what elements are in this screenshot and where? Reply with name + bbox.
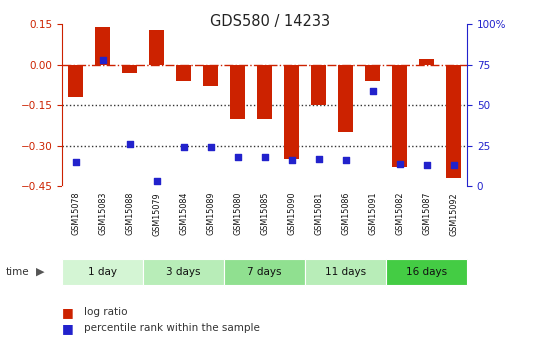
Bar [284, 65, 299, 159]
Point [260, 154, 269, 160]
Text: GSM15090: GSM15090 [287, 192, 296, 235]
Point [422, 162, 431, 168]
Bar [176, 65, 191, 81]
Text: ■: ■ [62, 306, 74, 319]
Bar [143, 259, 224, 285]
Point [341, 158, 350, 163]
Text: 16 days: 16 days [406, 267, 447, 277]
Bar [446, 65, 461, 178]
Text: log ratio: log ratio [84, 307, 127, 317]
Text: GSM15085: GSM15085 [260, 192, 269, 235]
Bar [311, 65, 326, 105]
Text: time: time [5, 267, 29, 277]
Bar [224, 259, 305, 285]
Point [368, 88, 377, 93]
Point [98, 57, 107, 62]
Text: GSM15084: GSM15084 [179, 192, 188, 235]
Point [152, 179, 161, 184]
Bar [257, 65, 272, 119]
Bar [419, 59, 434, 65]
Text: GSM15088: GSM15088 [125, 192, 134, 235]
Text: GSM15091: GSM15091 [368, 192, 377, 235]
Point [314, 156, 323, 161]
Bar [95, 27, 110, 65]
Text: 1 day: 1 day [88, 267, 117, 277]
Bar [122, 65, 137, 73]
Text: GSM15087: GSM15087 [422, 192, 431, 235]
Point [449, 162, 458, 168]
Bar [230, 65, 245, 119]
Point [179, 145, 188, 150]
Text: GSM15081: GSM15081 [314, 192, 323, 235]
Bar [386, 259, 467, 285]
Text: GSM15078: GSM15078 [71, 192, 80, 235]
Text: percentile rank within the sample: percentile rank within the sample [84, 324, 260, 333]
Bar [305, 259, 386, 285]
Text: GSM15080: GSM15080 [233, 192, 242, 235]
Text: GSM15082: GSM15082 [395, 192, 404, 235]
Bar [149, 30, 164, 65]
Text: GSM15092: GSM15092 [449, 192, 458, 236]
Text: GSM15089: GSM15089 [206, 192, 215, 235]
Point [125, 141, 134, 147]
Text: 3 days: 3 days [166, 267, 201, 277]
Bar [203, 65, 218, 86]
Text: ▶: ▶ [36, 267, 45, 277]
Point [233, 154, 242, 160]
Point [395, 161, 404, 166]
Text: 11 days: 11 days [325, 267, 366, 277]
Point [206, 145, 215, 150]
Bar [338, 65, 353, 132]
Text: GDS580 / 14233: GDS580 / 14233 [210, 14, 330, 29]
Bar [392, 65, 407, 167]
Point [287, 158, 296, 163]
Text: GSM15083: GSM15083 [98, 192, 107, 235]
Bar [62, 259, 143, 285]
Text: 7 days: 7 days [247, 267, 282, 277]
Bar [68, 65, 83, 97]
Bar [365, 65, 380, 81]
Text: GSM15086: GSM15086 [341, 192, 350, 235]
Point [71, 159, 80, 165]
Text: GSM15079: GSM15079 [152, 192, 161, 236]
Text: ■: ■ [62, 322, 74, 335]
